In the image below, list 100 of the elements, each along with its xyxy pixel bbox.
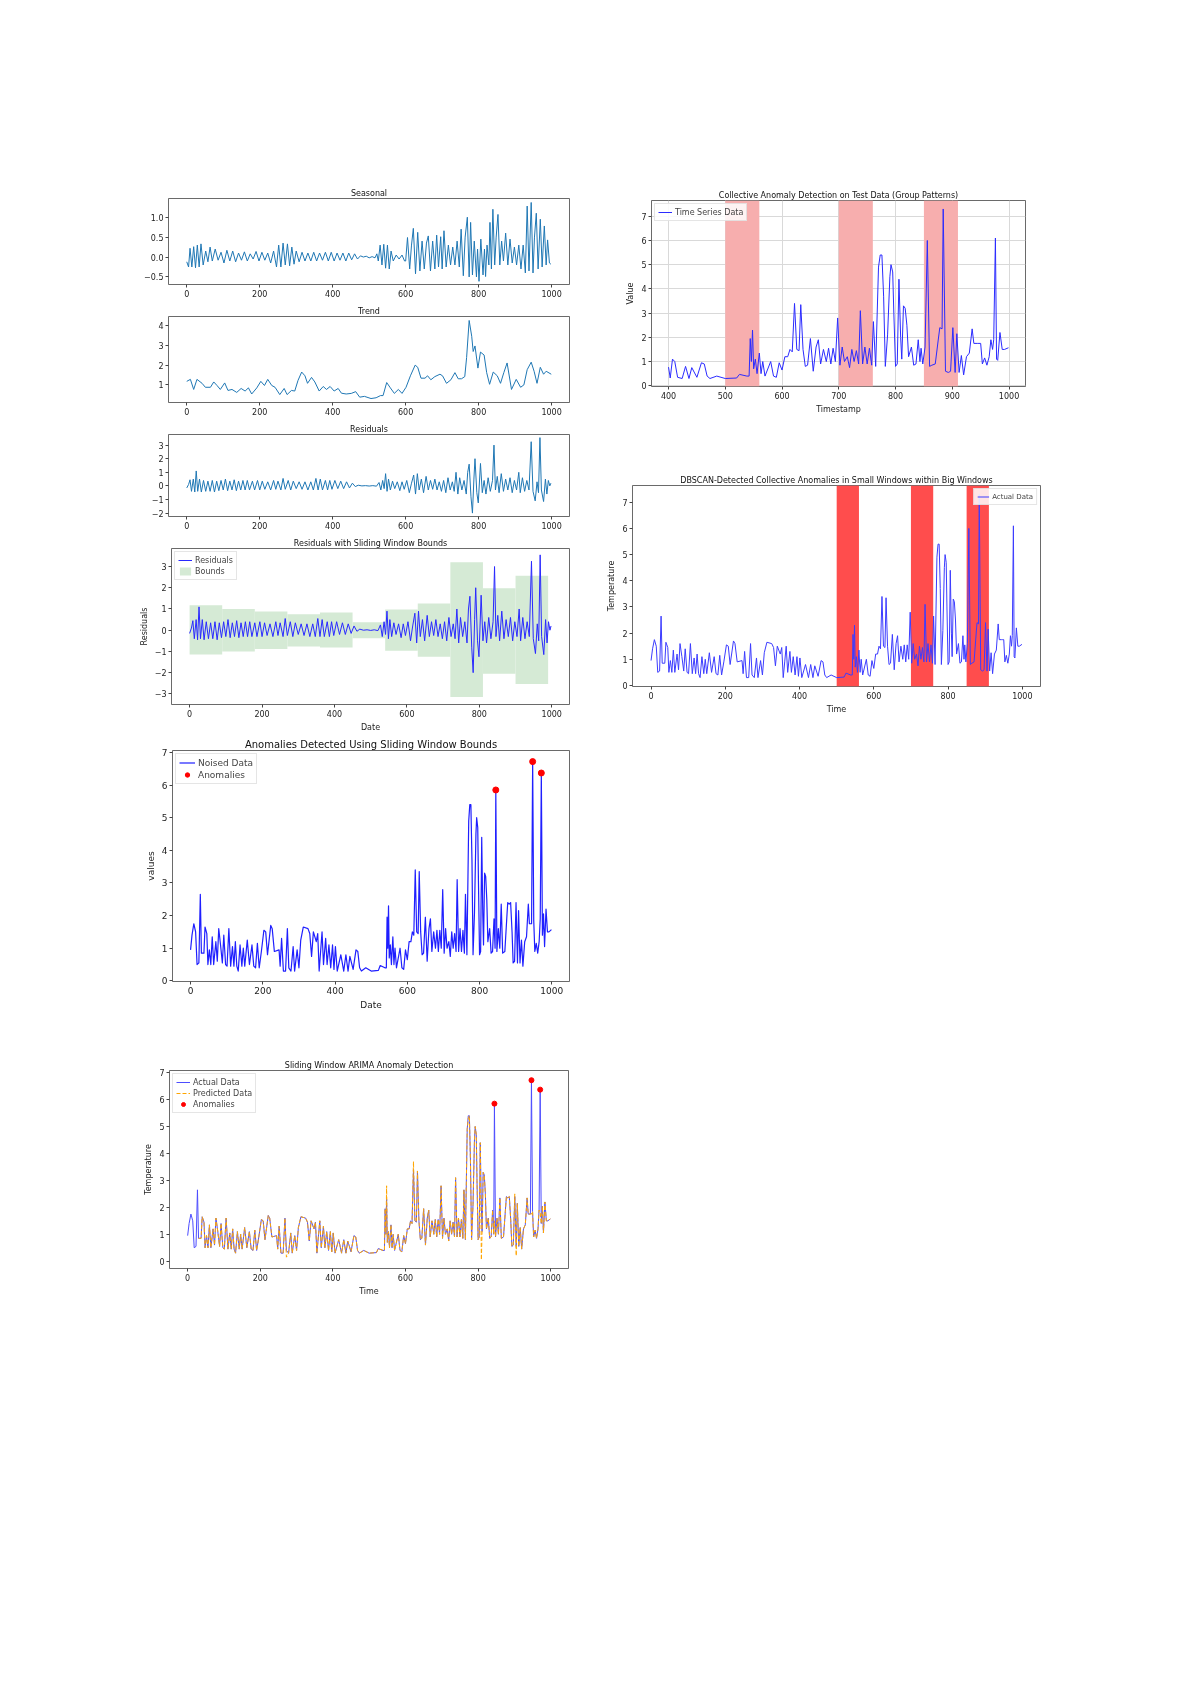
y-tick-label: 7	[641, 212, 647, 222]
legend-label: Predicted Data	[193, 1088, 253, 1098]
y-tick-label: 0.0	[150, 253, 164, 263]
y-tick-label: −0.5	[144, 273, 164, 283]
y-tick-label: 1	[622, 655, 628, 665]
x-tick-label: 400	[791, 691, 808, 701]
y-tick-label: 6	[622, 524, 628, 534]
y-tick-label: 2	[622, 629, 628, 639]
x-tick-label: 800	[940, 691, 956, 701]
x-tick-label: 800	[471, 289, 487, 299]
x-tick-label: 800	[887, 391, 904, 401]
x-tick-label: 600	[398, 985, 417, 996]
x-tick-label: 400	[325, 521, 341, 531]
legend-label: Bounds	[195, 566, 225, 576]
chart-title: Anomalies Detected Using Sliding Window Bounds	[244, 738, 498, 750]
y-tick-label: 3	[641, 309, 647, 319]
y-tick-label: 6	[159, 1096, 165, 1106]
legend-label: Noised Data	[198, 757, 254, 768]
line-series	[186, 201, 552, 282]
y-tick-label: 2	[641, 333, 647, 343]
x-tick-label: 1000	[541, 289, 562, 299]
y-tick-label: 1	[158, 381, 164, 391]
point	[529, 758, 537, 766]
y-tick-label: 2	[161, 911, 168, 922]
y-tick-label: −2	[151, 509, 164, 519]
legend-label: Actual Data	[193, 1077, 240, 1087]
x-tick-label: 0	[648, 691, 654, 701]
x-tick-label: 600	[399, 709, 415, 719]
y-tick-label: 3	[158, 341, 164, 351]
y-tick-label: 5	[641, 261, 647, 271]
y-axis-title: Temperature	[607, 560, 617, 613]
x-tick-label: 400	[326, 709, 343, 719]
x-axis-title: Time	[825, 704, 847, 714]
y-tick-label: 0	[161, 976, 168, 987]
y-tick-label: 3	[622, 603, 628, 613]
y-tick-label: 4	[641, 285, 647, 295]
x-tick-label: 900	[944, 391, 960, 401]
x-tick-label: 200	[252, 1273, 268, 1283]
y-tick-label: 3	[158, 441, 164, 451]
x-tick-label: 1000	[1012, 691, 1033, 701]
x-tick-label: 400	[325, 407, 341, 417]
y-tick-label: 0	[158, 482, 164, 492]
x-tick-label: 600	[866, 691, 882, 701]
x-tick-label: 200	[717, 691, 733, 701]
x-tick-label: 200	[254, 709, 270, 719]
y-tick-label: 1	[641, 358, 647, 368]
y-tick-label: 0	[641, 382, 647, 392]
y-tick-label: −1	[151, 496, 164, 505]
y-tick-label: 5	[622, 551, 628, 561]
x-tick-label: 200	[252, 407, 268, 417]
y-tick-label: 4	[622, 577, 628, 587]
y-tick-label: 3	[161, 878, 168, 889]
chart-title: Seasonal	[350, 188, 388, 198]
y-tick-label: 5	[161, 813, 168, 824]
legend-label: Anomalies	[193, 1099, 235, 1109]
x-tick-label: 600	[398, 521, 414, 531]
x-tick-label: 600	[398, 289, 414, 299]
y-tick-label: 2	[158, 455, 164, 465]
x-tick-label: 1000	[540, 1273, 561, 1283]
point	[528, 1077, 535, 1084]
x-tick-label: 600	[774, 391, 790, 401]
y-tick-label: −3	[154, 690, 167, 700]
y-tick-label: 7	[159, 1069, 165, 1079]
x-tick-label: 0	[187, 985, 194, 996]
chart-title: Residuals	[350, 424, 388, 434]
x-tick-label: 1000	[540, 985, 564, 996]
chart-title: Collective Anomaly Detection on Test Data (Group Patterns)	[718, 190, 959, 200]
x-tick-label: 1000	[541, 521, 562, 531]
y-tick-label: 6	[161, 780, 168, 791]
x-tick-label: 800	[471, 709, 487, 719]
point	[537, 769, 545, 777]
x-tick-label: 0	[184, 289, 190, 299]
y-axis-title: Residuals	[139, 607, 149, 646]
x-axis-title: Date	[360, 999, 383, 1010]
x-axis-title: Timestamp	[815, 404, 861, 414]
legend-label: Time Series Data	[675, 207, 744, 217]
y-axis-title: Value	[626, 282, 636, 305]
y-axis-title: Temperature	[144, 1144, 154, 1196]
line-series	[186, 437, 552, 514]
y-tick-label: 1	[161, 943, 168, 954]
y-tick-label: −1	[154, 647, 167, 657]
x-tick-label: 600	[397, 1273, 414, 1283]
y-tick-label: 0	[159, 1257, 165, 1267]
point	[537, 1086, 544, 1093]
x-tick-label: 1000	[998, 391, 1020, 401]
y-tick-label: 1.0	[150, 213, 164, 223]
point	[491, 1100, 498, 1107]
chart-title: Residuals with Sliding Window Bounds	[293, 538, 448, 548]
x-tick-label: 400	[325, 289, 341, 299]
y-tick-label: −2	[154, 669, 167, 679]
y-tick-label: 0.5	[150, 233, 164, 243]
y-tick-label: 1	[161, 605, 167, 615]
x-tick-label: 0	[187, 709, 193, 719]
line-series	[189, 554, 552, 674]
x-tick-label: 400	[660, 391, 677, 401]
x-tick-label: 0	[184, 407, 190, 417]
x-tick-label: 200	[252, 521, 268, 531]
x-tick-label: 400	[326, 985, 344, 996]
point	[492, 786, 500, 794]
x-tick-label: 1000	[541, 709, 562, 719]
